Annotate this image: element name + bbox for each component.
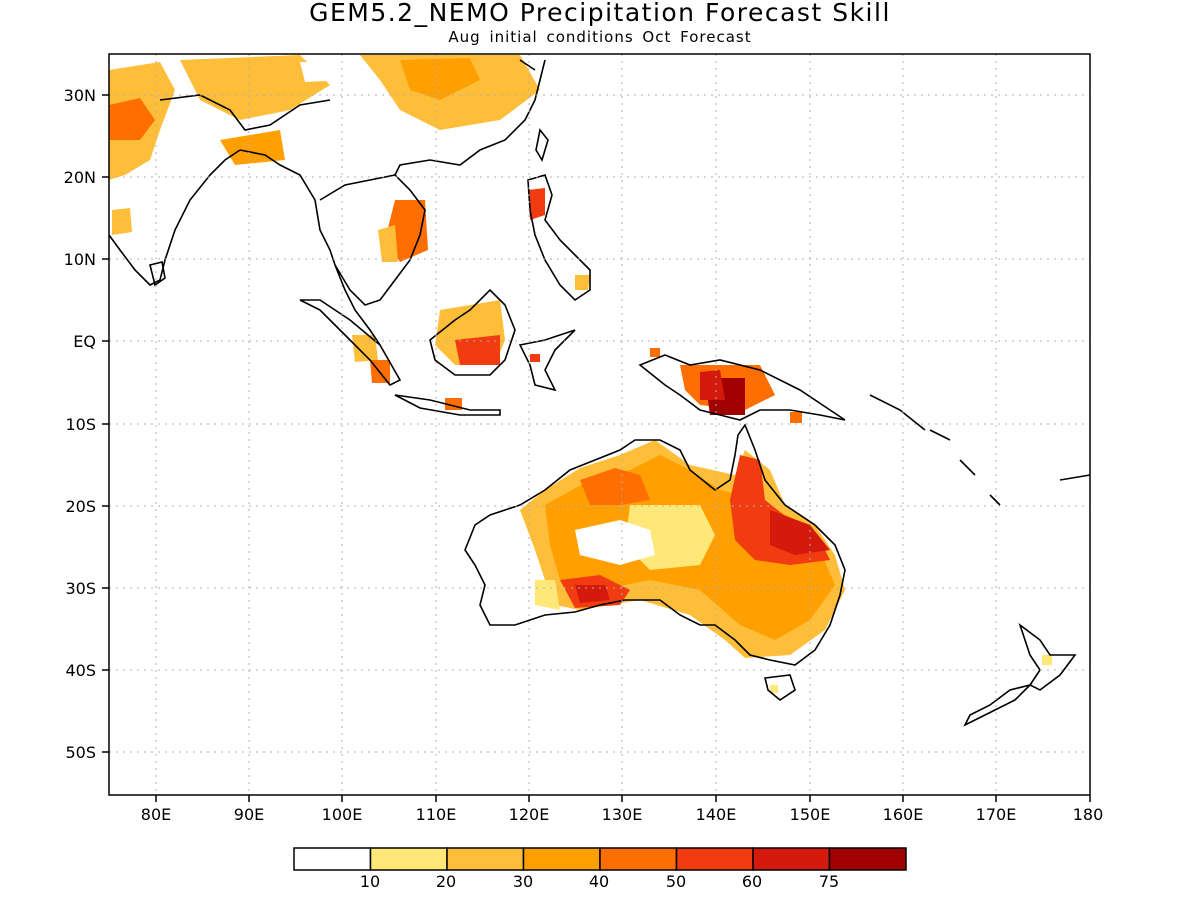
skill-patch-china-core bbox=[400, 58, 480, 100]
coast-malay bbox=[334, 264, 381, 346]
skill-patch-india-south bbox=[112, 208, 132, 235]
y-tick-label: 30S bbox=[65, 579, 96, 598]
colorbar-swatch bbox=[828, 847, 907, 871]
y-tick-label: 30N bbox=[64, 86, 96, 105]
coast-taiwan bbox=[535, 128, 549, 162]
y-tick-label: EQ bbox=[73, 332, 96, 351]
skill-patch-nz bbox=[1042, 655, 1052, 665]
skill-patch-india-core bbox=[109, 98, 155, 140]
skill-patch-australia-red bbox=[580, 468, 650, 505]
coast-srilanka bbox=[149, 261, 166, 287]
y-tick-label: 20S bbox=[65, 497, 96, 516]
y-tick-label: 10S bbox=[65, 415, 96, 434]
coast-india bbox=[109, 149, 241, 286]
skill-patch-vietnam-edge bbox=[378, 225, 398, 262]
x-tick-label: 110E bbox=[416, 805, 457, 824]
skill-patch-borneo-core bbox=[455, 335, 500, 365]
y-tick-label: 20N bbox=[64, 168, 96, 187]
skill-patch-sulawesi bbox=[530, 354, 540, 362]
colorbar: 10 20 30 40 50 60 75 bbox=[293, 847, 907, 891]
skill-patch-australia-ne-core bbox=[770, 510, 830, 555]
skill-patch-sumatra bbox=[352, 335, 378, 362]
x-axis-labels: 80E 90E 100E 110E 120E 130E 140E 150E 16… bbox=[141, 805, 1104, 824]
colorbar-label: 75 bbox=[819, 872, 839, 891]
colorbar-swatch bbox=[446, 847, 525, 871]
colorbar-label: 20 bbox=[436, 872, 456, 891]
colorbar-label: 30 bbox=[513, 872, 533, 891]
colorbar-label: 10 bbox=[360, 872, 380, 891]
x-tick-label: 180 bbox=[1073, 805, 1104, 824]
x-tick-label: 170E bbox=[976, 805, 1017, 824]
grid-lines bbox=[109, 54, 1090, 795]
coast-sumatra bbox=[299, 299, 402, 387]
coast-nz-south bbox=[963, 683, 1033, 727]
x-tick-label: 120E bbox=[509, 805, 550, 824]
skill-shading bbox=[109, 55, 1052, 693]
colorbar-swatch bbox=[752, 847, 831, 871]
x-tick-label: 160E bbox=[883, 805, 924, 824]
coast-nz-north bbox=[1018, 622, 1077, 691]
coast-newguinea bbox=[638, 354, 846, 421]
skill-patch-seram bbox=[650, 348, 660, 357]
coast-tasmania bbox=[764, 674, 796, 701]
skill-patch-nepal bbox=[220, 130, 285, 165]
colorbar-swatch bbox=[522, 847, 601, 871]
y-tick-label: 10N bbox=[64, 250, 96, 269]
y-tick-label: 50S bbox=[65, 743, 96, 762]
y-tick-label: 40S bbox=[65, 661, 96, 680]
colorbar-swatch bbox=[675, 847, 754, 871]
colorbar-label: 50 bbox=[666, 872, 686, 891]
coast-bay-bengal bbox=[239, 149, 336, 266]
skill-patch-australia-south-core bbox=[575, 585, 610, 603]
coast-borneo bbox=[429, 288, 516, 376]
coast-philippines bbox=[527, 174, 591, 302]
x-tick-label: 130E bbox=[602, 805, 643, 824]
skill-patch-australia-west bbox=[535, 580, 560, 610]
y-axis-labels: 30N 20N 10N EQ 10S 20S 30S 40S 50S bbox=[64, 86, 96, 762]
x-tick-label: 90E bbox=[234, 805, 264, 824]
map-title: GEM5.2_NEMO Precipitation Forecast Skill bbox=[309, 0, 891, 27]
tick-marks bbox=[102, 94, 1091, 802]
skill-patch-australia-white bbox=[575, 520, 655, 565]
skill-patch-mindanao bbox=[575, 275, 590, 290]
colorbar-swatch bbox=[369, 847, 448, 871]
colorbar-swatch bbox=[599, 847, 678, 871]
coast-china-inland bbox=[319, 174, 396, 201]
x-tick-label: 100E bbox=[322, 805, 363, 824]
colorbar-label: 40 bbox=[589, 872, 609, 891]
colorbar-label: 60 bbox=[742, 872, 762, 891]
skill-patch-newguinea-mid bbox=[700, 370, 725, 400]
coast-sulawesi bbox=[518, 329, 576, 392]
skill-patch-philippines bbox=[528, 188, 545, 220]
colorbar-swatch bbox=[293, 847, 372, 871]
skill-patch-white-hole bbox=[300, 62, 345, 82]
coast-australia bbox=[464, 423, 846, 666]
skill-patch-tasmania bbox=[770, 685, 778, 693]
map-subtitle: Aug initial conditions Oct Forecast bbox=[448, 28, 752, 46]
x-tick-label: 80E bbox=[141, 805, 171, 824]
skill-patch-png-east bbox=[790, 412, 802, 423]
coast-korea bbox=[519, 59, 536, 71]
x-tick-label: 140E bbox=[696, 805, 737, 824]
x-tick-label: 150E bbox=[790, 805, 831, 824]
coast-pacific-islands bbox=[869, 394, 1090, 506]
coast-java bbox=[394, 394, 501, 416]
